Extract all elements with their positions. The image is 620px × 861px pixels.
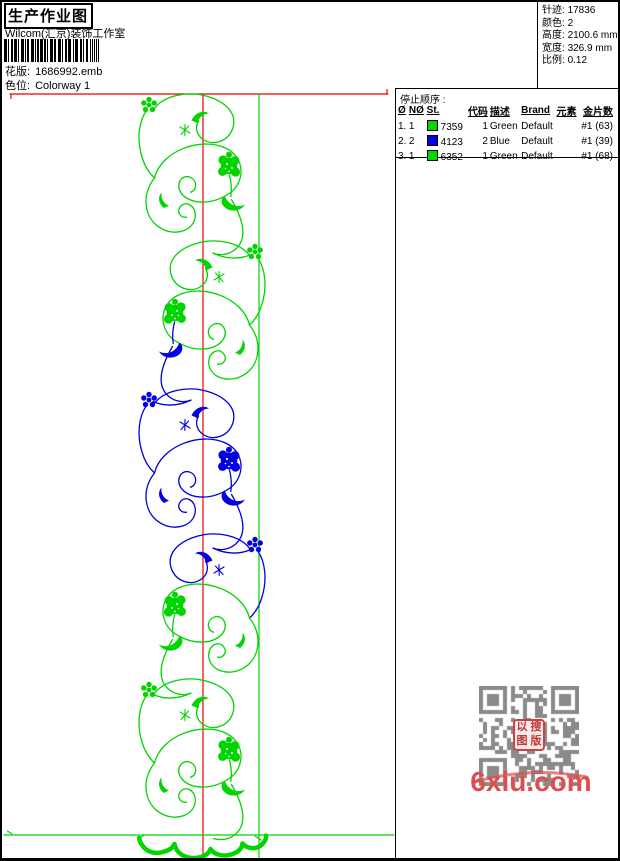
vine-motif-green-2 bbox=[158, 240, 266, 403]
end-point-guides bbox=[3, 93, 395, 858]
table-top-border bbox=[395, 88, 618, 89]
col-order: Ø bbox=[398, 105, 406, 116]
vine-motif-blue-green bbox=[158, 533, 266, 696]
swoosh-icon bbox=[473, 771, 589, 784]
thread-color-swatch bbox=[426, 150, 438, 161]
col-code: 代码 bbox=[467, 107, 488, 118]
table-row: 1. 1 7359 1 Green Default #1 (63) bbox=[398, 120, 613, 133]
vine-motif-green-3 bbox=[138, 678, 246, 841]
table-row: 3. 1 6352 1 Green Default #1 (68) bbox=[398, 150, 613, 163]
thread-color-swatch bbox=[426, 120, 438, 131]
thread-color-swatch bbox=[426, 135, 438, 146]
barcode bbox=[4, 39, 99, 62]
col-element: 元素 bbox=[556, 107, 577, 118]
table-bottom-border bbox=[395, 157, 618, 158]
design-stats: 针迹: 17836 颜色: 2 高度: 2100.6 mm 宽度: 326.9 … bbox=[537, 2, 618, 88]
stop-sequence-table: Ø NØ St. 代码 描述 Brand 元素 金片数 1. 1 7359 1 … bbox=[398, 103, 617, 164]
colorway-value: Colorway 1 bbox=[35, 80, 91, 92]
table-row: 2. 2 4123 2 Blue Default #1 (39) bbox=[398, 135, 613, 148]
pattern-value: 1686992.emb bbox=[35, 66, 103, 78]
stat-colors: 颜色: 2 bbox=[542, 17, 574, 29]
col-stitches: St. bbox=[426, 105, 440, 116]
watermark: 6xiu.com bbox=[466, 766, 596, 798]
col-needle: NØ bbox=[408, 105, 424, 116]
col-description: 描述 bbox=[489, 107, 510, 118]
page-title: 生产作业图 bbox=[4, 3, 94, 29]
scallop-border bbox=[136, 833, 269, 858]
company-name: Wilcom(汇京)装饰工作室 bbox=[5, 28, 126, 40]
stat-height: 高度: 2100.6 mm bbox=[542, 30, 618, 42]
col-sequins: 金片数 bbox=[583, 107, 613, 118]
red-seal: 以搜图版 bbox=[513, 719, 545, 751]
colorway-label: 色位: bbox=[5, 80, 31, 92]
vine-motif-green-1 bbox=[138, 93, 252, 259]
start-point-guides bbox=[9, 88, 389, 855]
qr-code: 以搜图版 bbox=[479, 686, 579, 786]
colorway: 色位: Colorway 1 bbox=[5, 77, 90, 93]
stop-sequence-title: 停止顺序 : bbox=[400, 95, 446, 106]
panel-divider bbox=[395, 88, 396, 858]
vine-motif-blue-1 bbox=[138, 388, 246, 551]
table-header-row: Ø NØ St. 代码 描述 Brand 元素 金片数 bbox=[398, 103, 617, 119]
col-brand: Brand bbox=[521, 105, 551, 116]
pattern-file: 花版: 1686992.emb bbox=[5, 63, 102, 79]
stat-width: 宽度: 326.9 mm bbox=[542, 42, 613, 54]
pattern-label: 花版: bbox=[5, 66, 31, 78]
watermark-text: 6xiu.com bbox=[470, 766, 592, 797]
stat-stitches: 针迹: 17836 bbox=[542, 5, 596, 16]
stat-scale: 比例: 0.12 bbox=[542, 55, 588, 67]
